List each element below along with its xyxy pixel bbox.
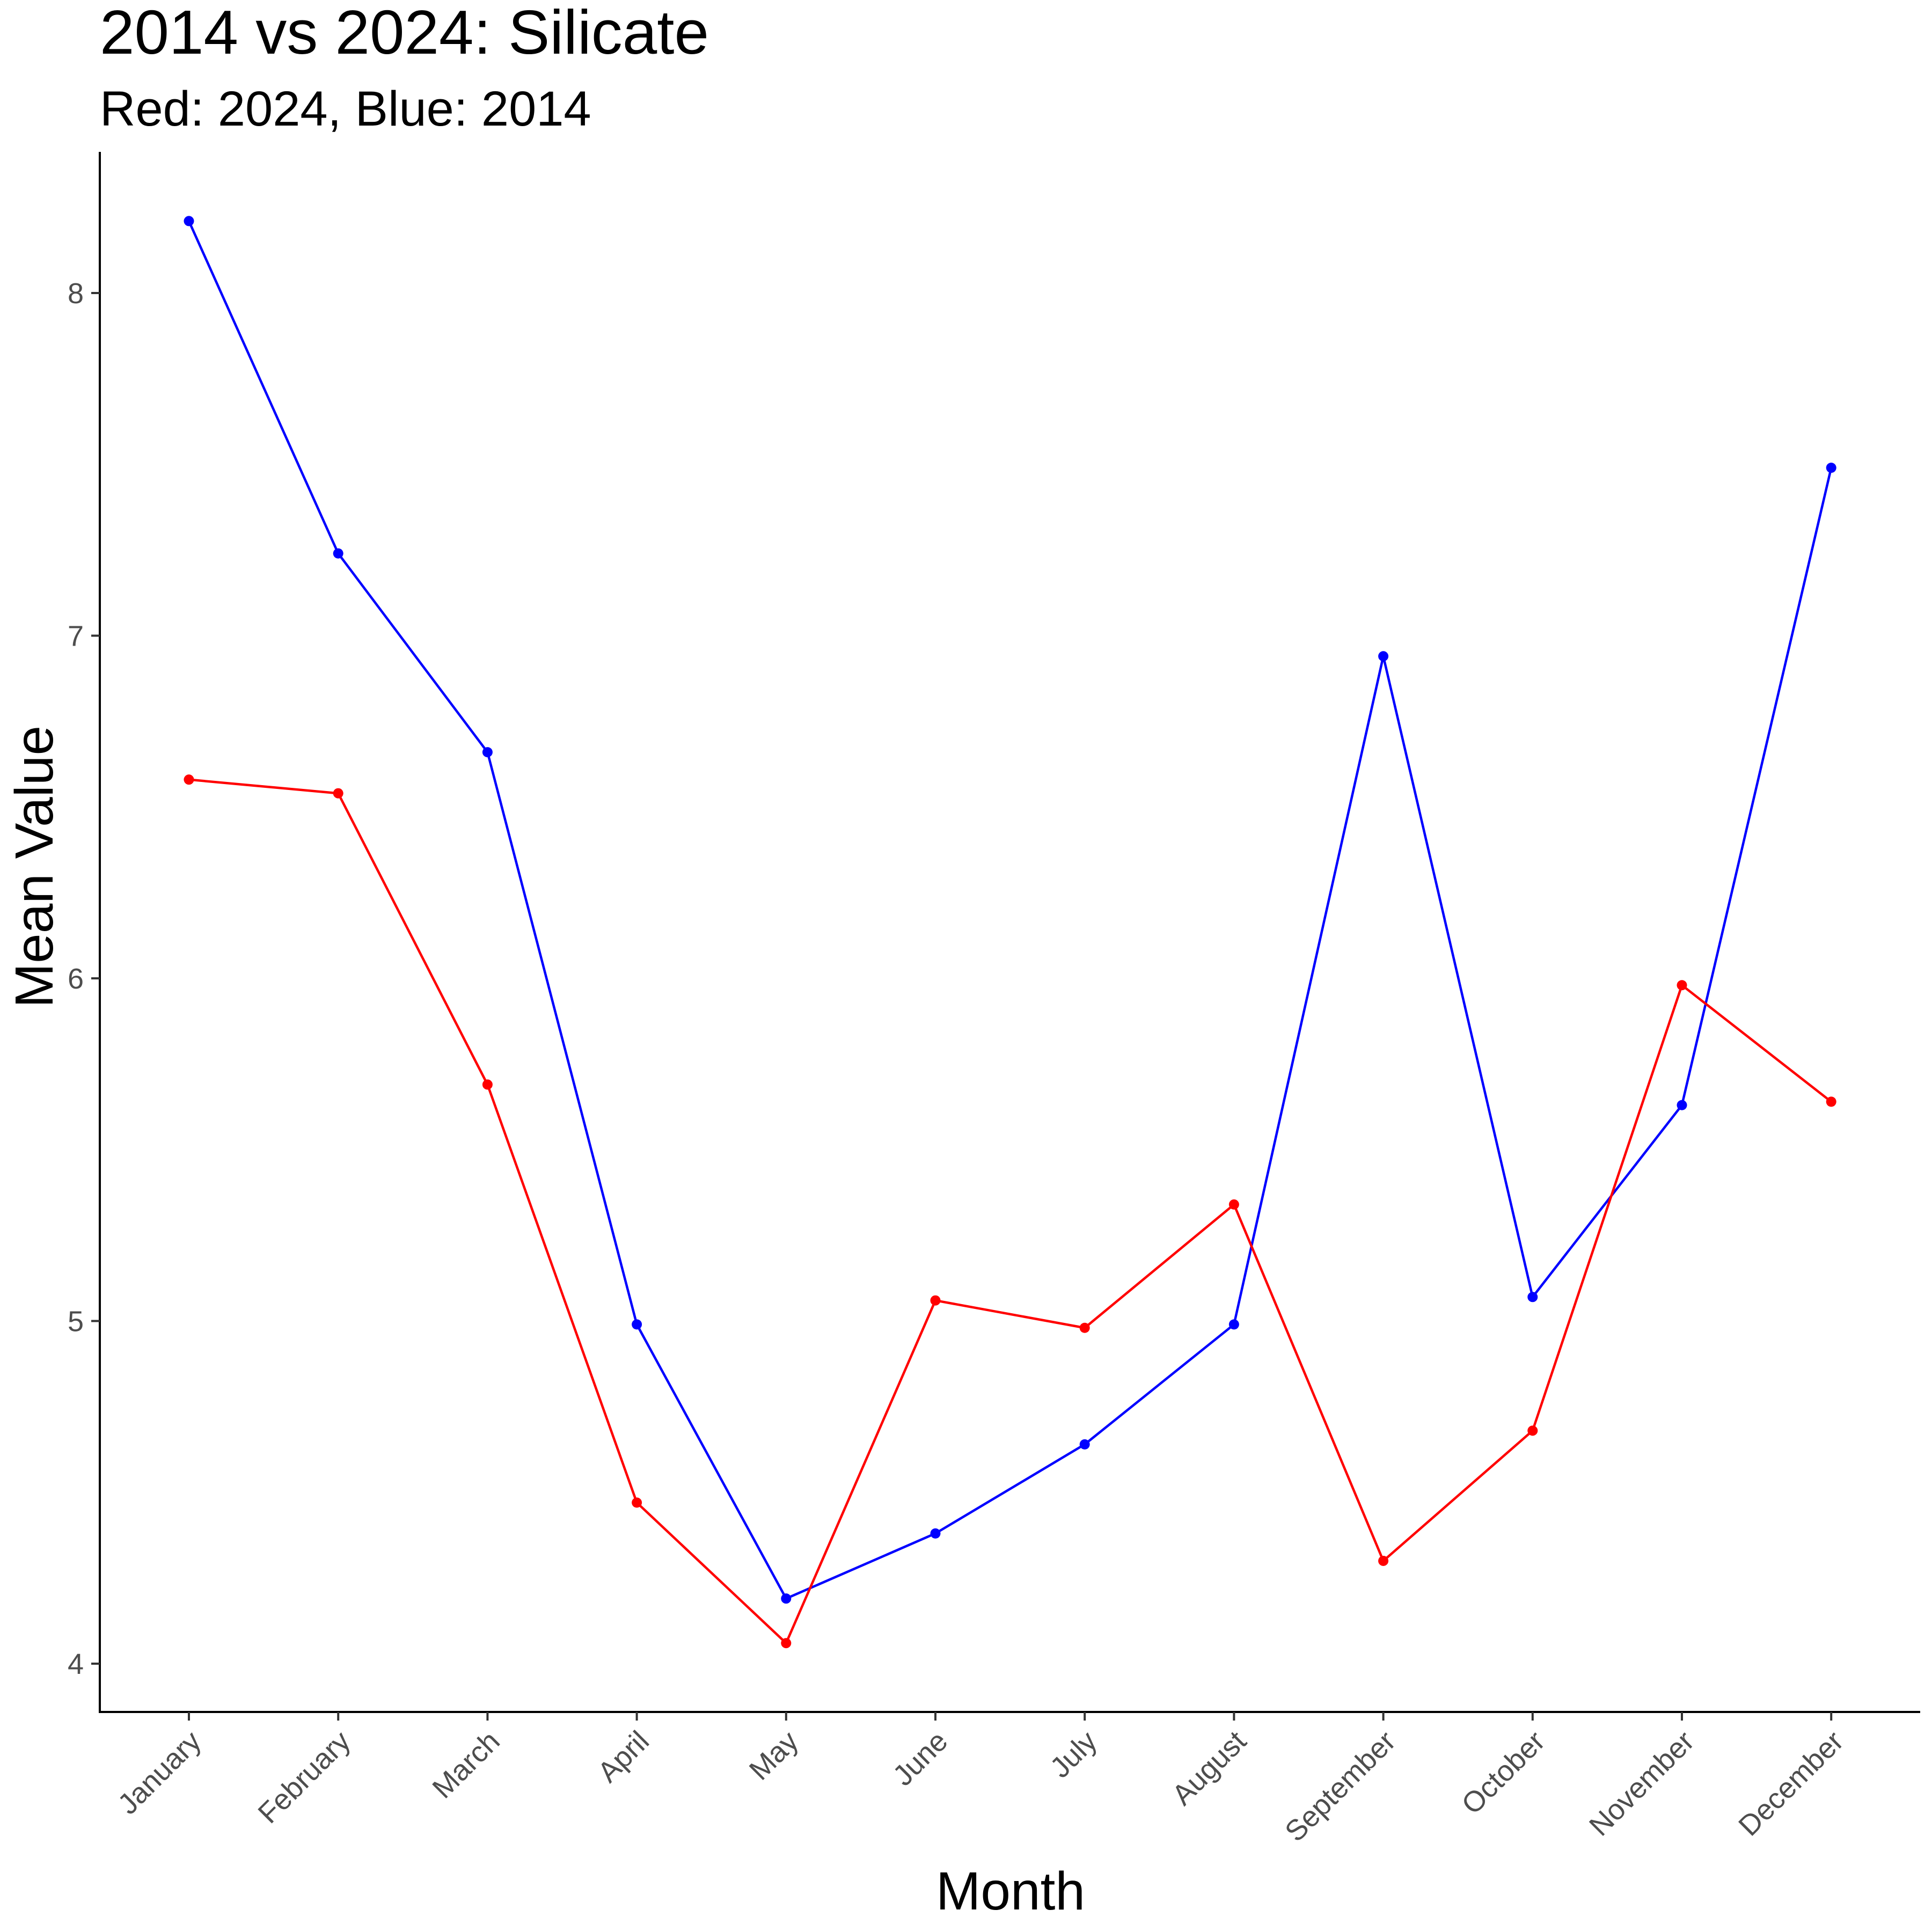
data-point xyxy=(930,1295,941,1306)
data-point xyxy=(482,747,493,758)
data-point xyxy=(930,1528,941,1539)
y-tick-label: 8 xyxy=(68,277,84,310)
series-line xyxy=(188,778,1832,1644)
x-tick-label: July xyxy=(1044,1725,1103,1784)
data-point xyxy=(1527,1292,1538,1302)
data-point xyxy=(1826,463,1836,473)
data-point xyxy=(333,788,343,799)
x-tick-label: June xyxy=(887,1725,954,1792)
x-tick-label: February xyxy=(252,1725,356,1829)
x-tick-label: January xyxy=(112,1725,207,1820)
series-line xyxy=(187,220,1833,1600)
data-point xyxy=(632,1497,642,1508)
data-point xyxy=(1826,1096,1836,1107)
data-point xyxy=(1677,980,1687,991)
data-point xyxy=(184,774,194,785)
x-axis-label: Month xyxy=(936,1861,1085,1921)
data-point xyxy=(1079,1322,1090,1333)
data-point xyxy=(333,548,343,559)
chart-subtitle: Red: 2024, Blue: 2014 xyxy=(100,82,591,136)
y-tick-label: 4 xyxy=(68,1648,84,1680)
x-tick-label: August xyxy=(1166,1725,1253,1811)
data-point xyxy=(1378,1555,1389,1566)
data-point xyxy=(1527,1425,1538,1436)
data-point xyxy=(781,1638,792,1649)
data-point xyxy=(781,1593,792,1604)
data-point xyxy=(1378,651,1389,662)
chart-title: 2014 vs 2024: Silicate xyxy=(100,0,709,67)
data-point xyxy=(1228,1199,1239,1210)
x-tick-label: December xyxy=(1732,1725,1850,1842)
y-axis-label: Mean Value xyxy=(4,726,64,1008)
data-point xyxy=(1228,1319,1239,1330)
x-tick-label: October xyxy=(1455,1725,1551,1820)
x-tick-label: March xyxy=(426,1725,506,1805)
plot-area: 4 5 6 7 8 January February March April May June Jul… xyxy=(68,152,1920,1848)
data-point xyxy=(1079,1439,1090,1450)
x-tick-label: September xyxy=(1279,1725,1402,1848)
y-tick-label: 5 xyxy=(68,1306,84,1338)
y-tick-label: 6 xyxy=(68,963,84,995)
data-point xyxy=(184,216,194,226)
x-tick-label: April xyxy=(591,1725,655,1789)
x-tick-label: November xyxy=(1583,1725,1701,1842)
y-tick-label: 7 xyxy=(68,620,84,653)
data-point xyxy=(482,1079,493,1090)
data-point xyxy=(632,1319,642,1330)
x-tick-label: May xyxy=(743,1725,805,1787)
data-point xyxy=(1677,1100,1687,1110)
